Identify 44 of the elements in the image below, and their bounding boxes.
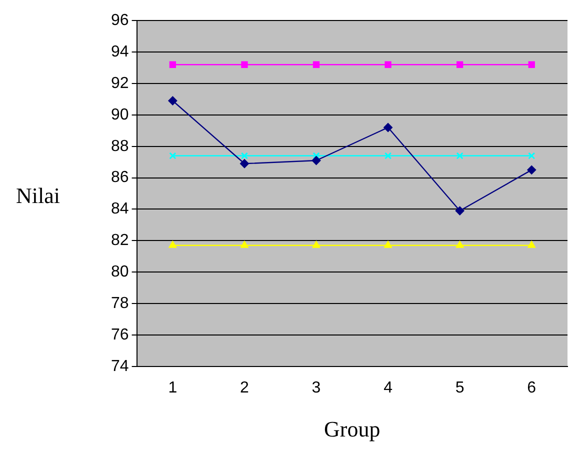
point <box>456 240 464 248</box>
point <box>240 240 248 248</box>
point <box>528 152 536 160</box>
x-tick-label: 3 <box>312 379 321 396</box>
point <box>456 61 464 68</box>
y-tick-label: 76 <box>111 326 129 344</box>
point <box>240 152 248 160</box>
y-tick-label: 90 <box>111 106 129 124</box>
point <box>456 152 464 160</box>
point <box>527 165 536 174</box>
y-tick-label: 96 <box>111 12 129 30</box>
y-tick-label: 88 <box>111 138 129 155</box>
y-tick-label: 74 <box>111 358 129 375</box>
point <box>240 159 249 168</box>
y-tick-label: 80 <box>111 263 129 280</box>
point <box>241 61 248 68</box>
point <box>168 240 177 248</box>
point <box>169 152 176 160</box>
point <box>528 240 536 248</box>
x-tick-label: 4 <box>384 379 393 396</box>
y-tick-label: 84 <box>111 200 129 218</box>
point <box>169 61 176 68</box>
point <box>455 206 464 216</box>
point <box>312 61 320 68</box>
y-tick-label: 94 <box>111 43 129 60</box>
x-tick-label: 6 <box>527 379 536 396</box>
point <box>168 96 178 106</box>
y-tick-label: 86 <box>111 169 129 186</box>
y-tick-label: 92 <box>111 74 129 92</box>
point <box>384 240 392 248</box>
point <box>312 152 320 160</box>
point <box>528 61 535 68</box>
x-axis-title: Group <box>324 416 380 442</box>
x-tick-label: 5 <box>455 379 464 396</box>
point <box>384 152 392 160</box>
point <box>384 122 393 132</box>
point <box>312 156 321 165</box>
y-axis-title: Nilai <box>16 183 60 209</box>
point <box>312 240 320 248</box>
y-tick-label: 82 <box>111 232 129 250</box>
y-tick-label: 78 <box>111 294 129 312</box>
x-tick-label: 1 <box>168 379 178 396</box>
point <box>384 61 392 68</box>
x-tick-label: 2 <box>240 379 250 396</box>
